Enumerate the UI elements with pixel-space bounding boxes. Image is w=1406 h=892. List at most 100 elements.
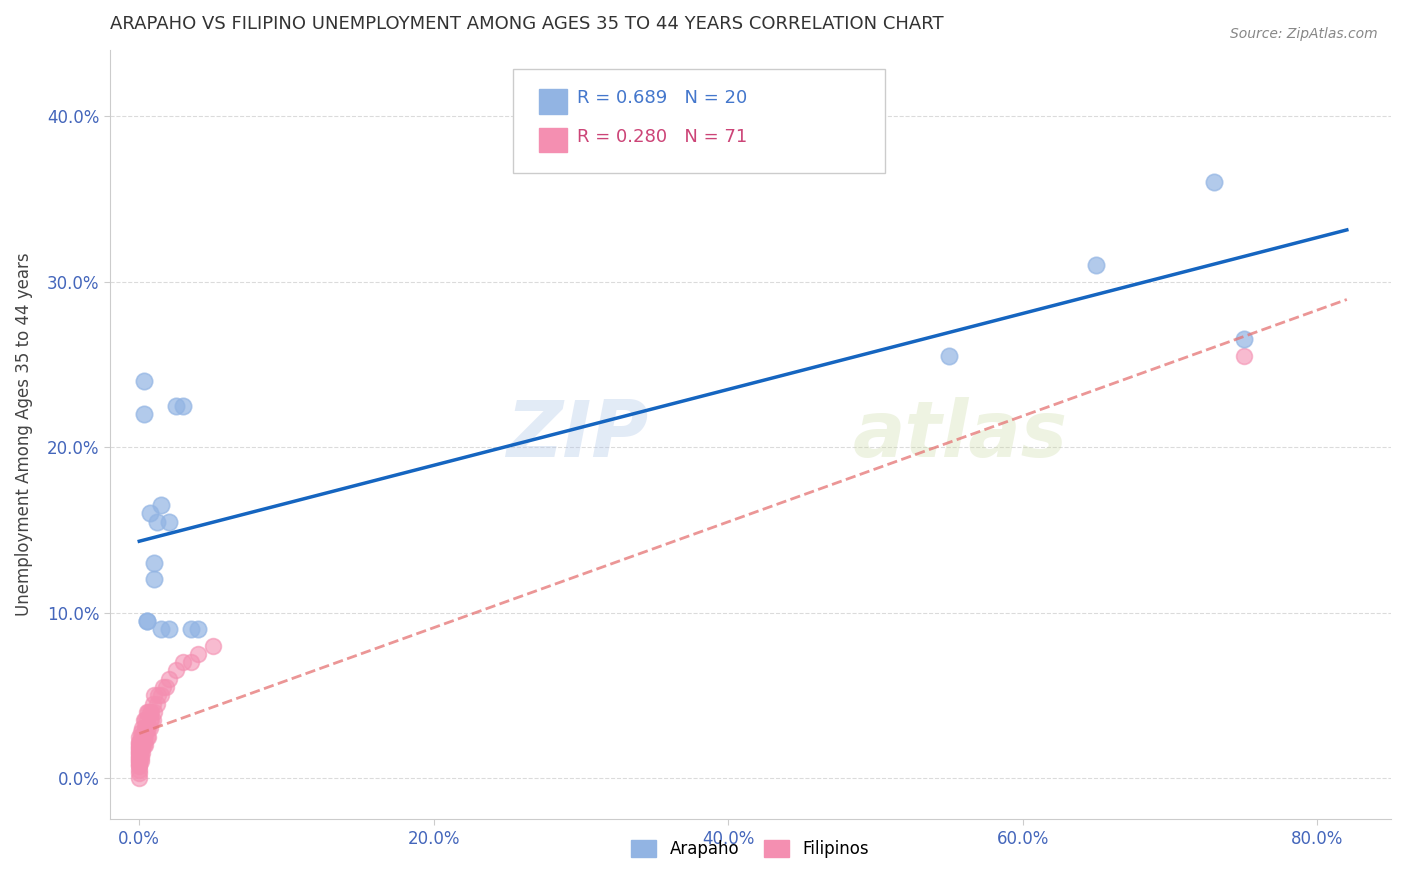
Text: R = 0.280   N = 71: R = 0.280 N = 71 bbox=[578, 128, 748, 145]
Point bbox=[135, 705, 157, 719]
Point bbox=[136, 705, 159, 719]
Point bbox=[143, 573, 166, 587]
Point bbox=[148, 688, 170, 702]
Point bbox=[128, 756, 150, 771]
Point bbox=[143, 705, 166, 719]
Point bbox=[135, 713, 157, 727]
Point bbox=[152, 680, 174, 694]
Point bbox=[131, 722, 153, 736]
Point bbox=[180, 622, 202, 636]
Point bbox=[138, 713, 160, 727]
Point bbox=[132, 374, 155, 388]
Point bbox=[128, 749, 150, 764]
Point bbox=[141, 713, 163, 727]
Point bbox=[187, 647, 209, 661]
Point bbox=[135, 614, 157, 628]
Point bbox=[129, 746, 152, 760]
Point bbox=[187, 622, 209, 636]
Point bbox=[143, 688, 166, 702]
Point bbox=[155, 680, 177, 694]
Point bbox=[128, 755, 150, 769]
Point bbox=[128, 736, 150, 750]
Point bbox=[131, 730, 153, 744]
Point bbox=[129, 724, 152, 739]
Point bbox=[128, 747, 150, 762]
Point bbox=[1233, 349, 1256, 363]
Point bbox=[138, 506, 160, 520]
Point bbox=[128, 734, 150, 748]
Point bbox=[129, 730, 152, 744]
Point bbox=[165, 399, 187, 413]
Point bbox=[132, 724, 155, 739]
Point bbox=[128, 743, 150, 757]
Point bbox=[129, 741, 152, 756]
Point bbox=[157, 622, 180, 636]
Point bbox=[128, 751, 150, 765]
Point bbox=[132, 407, 155, 421]
Point bbox=[132, 713, 155, 727]
Point bbox=[135, 722, 157, 736]
Text: ZIP: ZIP bbox=[506, 397, 648, 473]
Point bbox=[128, 730, 150, 744]
Point bbox=[146, 697, 169, 711]
Point bbox=[132, 730, 155, 744]
Point bbox=[150, 622, 173, 636]
Point bbox=[128, 763, 150, 777]
Point bbox=[128, 746, 150, 760]
Point bbox=[143, 556, 166, 570]
FancyBboxPatch shape bbox=[538, 128, 567, 153]
Point bbox=[131, 746, 153, 760]
Point bbox=[129, 755, 152, 769]
Point bbox=[131, 738, 153, 752]
Point bbox=[129, 738, 152, 752]
Point bbox=[134, 713, 156, 727]
Point bbox=[938, 349, 960, 363]
Point bbox=[128, 771, 150, 785]
Point bbox=[128, 745, 150, 759]
Point bbox=[165, 664, 187, 678]
Legend: Arapaho, Filipinos: Arapaho, Filipinos bbox=[624, 833, 876, 865]
Y-axis label: Unemployment Among Ages 35 to 44 years: Unemployment Among Ages 35 to 44 years bbox=[15, 252, 32, 616]
Point bbox=[128, 759, 150, 773]
Point bbox=[136, 730, 159, 744]
Point bbox=[1204, 175, 1226, 189]
Point bbox=[172, 655, 194, 669]
Point bbox=[134, 730, 156, 744]
Point bbox=[172, 399, 194, 413]
Point bbox=[201, 639, 224, 653]
Point bbox=[141, 697, 163, 711]
Text: atlas: atlas bbox=[853, 397, 1069, 473]
Point bbox=[150, 498, 173, 512]
Point bbox=[129, 751, 152, 765]
Point bbox=[128, 741, 150, 756]
Point bbox=[138, 722, 160, 736]
Point bbox=[135, 730, 157, 744]
Text: Source: ZipAtlas.com: Source: ZipAtlas.com bbox=[1230, 27, 1378, 41]
Point bbox=[134, 722, 156, 736]
Point bbox=[139, 705, 162, 719]
Point bbox=[128, 766, 150, 780]
Text: ARAPAHO VS FILIPINO UNEMPLOYMENT AMONG AGES 35 TO 44 YEARS CORRELATION CHART: ARAPAHO VS FILIPINO UNEMPLOYMENT AMONG A… bbox=[110, 15, 943, 33]
Point bbox=[150, 688, 173, 702]
Point bbox=[128, 753, 150, 767]
Point bbox=[146, 515, 169, 529]
Point bbox=[131, 741, 153, 756]
Text: R = 0.689   N = 20: R = 0.689 N = 20 bbox=[578, 89, 748, 107]
Point bbox=[1085, 258, 1108, 272]
Point bbox=[180, 655, 202, 669]
Point bbox=[132, 738, 155, 752]
FancyBboxPatch shape bbox=[538, 89, 567, 113]
Point bbox=[134, 738, 156, 752]
Point bbox=[157, 515, 180, 529]
Point bbox=[128, 739, 150, 754]
Point bbox=[132, 734, 155, 748]
FancyBboxPatch shape bbox=[513, 69, 884, 173]
Point bbox=[157, 672, 180, 686]
Point bbox=[138, 705, 160, 719]
Point bbox=[136, 722, 159, 736]
Point bbox=[139, 713, 162, 727]
Point bbox=[131, 734, 153, 748]
Point bbox=[128, 757, 150, 772]
Point bbox=[128, 738, 150, 752]
Point bbox=[1233, 333, 1256, 347]
